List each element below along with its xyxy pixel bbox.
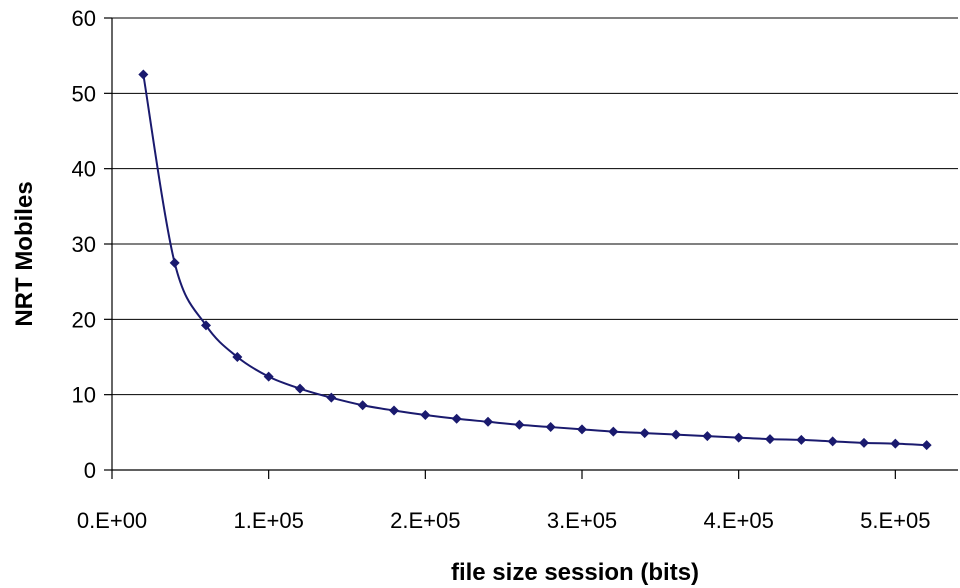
data-point-16: [639, 428, 650, 439]
x-tick-label-5: 5.E+05: [860, 508, 930, 533]
x-tick-label-0: 0.E+00: [77, 508, 147, 533]
data-point-15: [608, 426, 619, 437]
data-point-25: [921, 440, 932, 451]
y-tick-label-0: 0: [84, 458, 96, 483]
data-point-3: [232, 352, 243, 362]
y-tick-label-6: 60: [72, 6, 96, 31]
data-point-9: [420, 410, 431, 421]
data-point-12: [514, 419, 525, 430]
data-point-23: [859, 437, 869, 448]
x-tick-label-1: 1.E+05: [233, 508, 303, 533]
data-point-18: [702, 431, 713, 442]
gridlines: [112, 17, 958, 396]
data-point-7: [357, 400, 368, 411]
data-point-0: [138, 69, 149, 80]
data-point-11: [483, 416, 493, 427]
y-tick-labels: 0 10 20 30 40 50 60: [72, 6, 96, 483]
x-tick-label-2: 2.E+05: [390, 508, 460, 533]
y-axis-title: NRT Mobiles: [11, 181, 38, 326]
x-tick-label-4: 4.E+05: [703, 508, 773, 533]
series-line-0: [142, 74, 927, 447]
data-point-24: [890, 438, 901, 449]
y-tick-label-4: 40: [72, 157, 96, 182]
data-point-22: [827, 436, 838, 447]
data-point-4: [263, 371, 274, 382]
data-point-17: [671, 429, 681, 440]
data-point-19: [733, 432, 744, 443]
data-point-10: [451, 413, 462, 424]
y-tick-label-5: 50: [72, 81, 96, 106]
data-point-1: [169, 257, 180, 268]
data-point-8: [389, 405, 399, 416]
x-axis-title: file size session (bits): [451, 559, 699, 586]
series-group: [138, 69, 932, 451]
y-tick-label-3: 30: [72, 232, 96, 257]
data-point-20: [765, 434, 775, 445]
data-point-13: [545, 422, 556, 433]
data-point-2: [201, 320, 211, 331]
y-tick-label-1: 10: [72, 383, 96, 408]
axes: [104, 17, 958, 479]
x-tick-labels: 0.E+00 1.E+05 2.E+05 3.E+05 4.E+05 5.E+05: [77, 508, 931, 533]
x-tick-label-3: 3.E+05: [547, 508, 617, 533]
data-point-14: [577, 424, 587, 435]
data-point-6: [326, 392, 337, 403]
y-tick-label-2: 20: [72, 307, 96, 332]
data-point-5: [295, 383, 305, 394]
data-point-21: [796, 434, 807, 445]
